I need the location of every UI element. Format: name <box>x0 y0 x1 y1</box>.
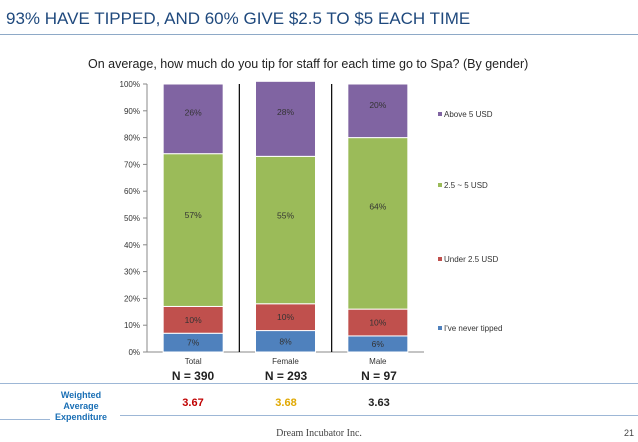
slide-title: 93% HAVE TIPPED, AND 60% GIVE $2.5 TO $5… <box>6 9 471 28</box>
bar-segment <box>162 153 224 307</box>
y-tick-label: 20% <box>124 294 140 303</box>
data-label: 8% <box>279 336 292 346</box>
legend-swatch <box>438 183 442 187</box>
bar-segment <box>347 137 409 310</box>
data-label: 55% <box>277 210 294 220</box>
bar-segment <box>162 305 224 334</box>
data-label: 57% <box>185 210 202 220</box>
y-tick-label: 60% <box>124 187 140 196</box>
bar-segment <box>255 155 316 305</box>
legend-entry: 2.5 ~ 5 USD <box>444 181 488 190</box>
legend-swatch <box>438 326 442 330</box>
y-tick-label: 10% <box>124 321 140 330</box>
table-mid-rule <box>120 415 638 416</box>
legend-entry: I've never tipped <box>444 324 502 333</box>
table-left-rule <box>0 419 50 420</box>
sample-size-female: N = 293 <box>264 369 308 383</box>
y-tick-label: 90% <box>124 107 140 116</box>
x-tick-label: Male <box>369 357 387 366</box>
footer-company: Dream Incubator Inc. <box>276 428 362 439</box>
sample-size-total: N = 390 <box>171 369 215 383</box>
chart-title: On average, how much do you tip for staf… <box>88 57 529 71</box>
legend-entry: Above 5 USD <box>444 110 493 119</box>
data-label: 10% <box>185 315 202 325</box>
bar-segment <box>162 83 224 155</box>
bar-segment <box>255 80 316 157</box>
y-tick-label: 70% <box>124 160 140 169</box>
y-tick-label: 80% <box>124 134 140 143</box>
y-tick-label: 30% <box>124 268 140 277</box>
wae-female: 3.68 <box>275 397 297 409</box>
data-label: 10% <box>369 318 386 328</box>
legend-entry: Under 2.5 USD <box>444 255 498 264</box>
table-top-rule <box>0 383 638 384</box>
wae-male: 3.63 <box>368 397 390 409</box>
title-divider <box>0 34 638 35</box>
page-number: 21 <box>623 428 634 438</box>
x-tick-label: Total <box>185 357 202 366</box>
y-tick-label: 40% <box>124 241 140 250</box>
x-tick-label: Female <box>272 357 299 366</box>
legend-swatch <box>438 257 442 261</box>
y-tick-label: 100% <box>120 80 140 89</box>
y-tick-label: 50% <box>124 214 140 223</box>
data-label: 6% <box>372 339 385 349</box>
data-label: 7% <box>187 338 200 348</box>
data-label: 20% <box>369 100 386 110</box>
sample-size-male: N = 97 <box>361 369 397 383</box>
data-label: 10% <box>277 312 294 322</box>
data-label: 26% <box>185 107 202 117</box>
data-label: 28% <box>277 107 294 117</box>
wae-label: Weighted Average Expenditure <box>54 390 107 422</box>
bar-segment <box>255 303 316 332</box>
wae-total: 3.67 <box>182 397 204 409</box>
bar-segment <box>347 83 409 139</box>
y-tick-label: 0% <box>128 348 140 357</box>
legend-swatch <box>438 112 442 116</box>
data-label: 64% <box>369 202 386 212</box>
